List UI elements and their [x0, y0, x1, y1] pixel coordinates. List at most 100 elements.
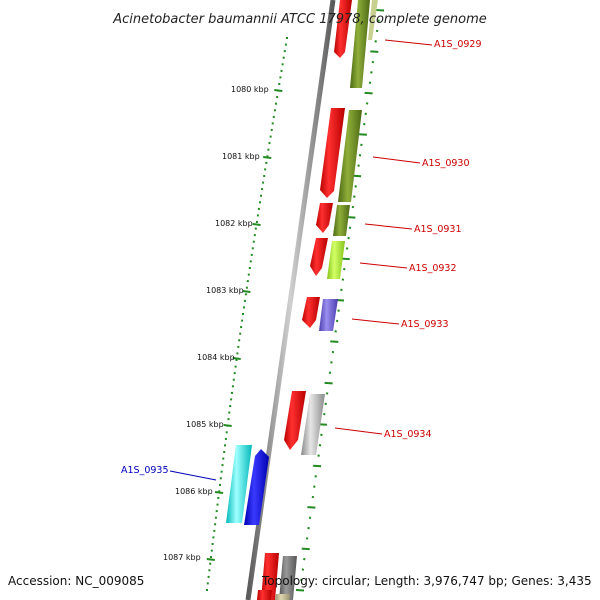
gene-label[interactable]: A1S_0931: [414, 224, 462, 235]
cds-arrow[interactable]: [257, 590, 272, 600]
outer-ring-dot: [325, 392, 329, 395]
outer-ring-dot: [328, 371, 332, 374]
label-leader: [359, 262, 408, 269]
outer-ring-dot: [364, 112, 367, 116]
outer-ring-dot: [323, 412, 326, 416]
outer-ring-dot: [358, 154, 362, 157]
outer-ring-dot: [301, 568, 305, 571]
accession-text: Accession: NC_009085: [8, 574, 145, 588]
tick-dot: [229, 405, 232, 407]
tick-dot: [271, 122, 274, 125]
cds-arrow[interactable]: [302, 297, 320, 328]
tick-dot: [206, 582, 209, 585]
gene-label[interactable]: A1S_0930: [422, 158, 470, 169]
tick-dot: [242, 313, 244, 315]
tick-label: 1083 kbp: [206, 286, 244, 295]
outer-ring-dot: [370, 50, 379, 53]
outer-ring-dot: [341, 278, 345, 281]
tick-dot: [268, 142, 271, 145]
tick-dot: [279, 76, 282, 79]
tick-dot: [282, 56, 285, 59]
cds-arrow[interactable]: [320, 108, 345, 198]
gene-a1s-0929[interactable]: A1S_0929: [334, 0, 482, 88]
outer-ring-dot: [305, 537, 309, 540]
cds-arrow[interactable]: [310, 238, 328, 276]
outer-ring-dot: [341, 257, 350, 261]
tick-dot: [224, 444, 226, 447]
outer-ring-dot: [317, 454, 320, 457]
label-leader: [351, 318, 400, 325]
outer-ring-dot: [364, 91, 373, 95]
outer-ring-dot: [331, 350, 335, 354]
cds-arrow[interactable]: [284, 391, 306, 450]
outer-ring-dot: [320, 433, 323, 437]
outer-ring-dot: [377, 19, 380, 22]
tick-dot: [270, 129, 273, 131]
gene-a1s-0930[interactable]: A1S_0930: [320, 108, 470, 202]
outer-ring-dot: [351, 205, 355, 209]
tick-dot: [236, 352, 239, 355]
cog-bar: [338, 110, 362, 202]
gene-label[interactable]: A1S_0935: [121, 465, 169, 476]
outer-ring-dot: [340, 288, 343, 292]
tick-dot: [212, 536, 215, 539]
outer-ring-dot: [371, 60, 375, 64]
gene-a1s-0935[interactable]: A1S_0935: [121, 445, 269, 525]
tick-mark: [206, 558, 215, 561]
gene-label[interactable]: A1S_0932: [409, 263, 457, 274]
tick-dot: [216, 503, 219, 506]
tick-dot: [214, 523, 217, 526]
tick-dot: [260, 194, 262, 197]
tick-dot: [230, 398, 233, 401]
outer-ring-dot: [335, 319, 339, 323]
tick-dot: [231, 391, 233, 394]
tick-dot: [232, 378, 235, 381]
outer-ring-dot: [307, 526, 310, 530]
tick-mark: [274, 89, 283, 92]
tick-dot: [213, 529, 216, 532]
tick-mark: [263, 156, 272, 159]
gene-label[interactable]: A1S_0933: [401, 319, 449, 330]
gene-a1s-0934[interactable]: A1S_0934: [284, 391, 432, 455]
tick-dot: [281, 63, 284, 66]
tick-dot: [233, 372, 236, 375]
tick-dot: [275, 102, 277, 105]
tick-dot: [256, 214, 259, 217]
tick-dot: [219, 477, 222, 480]
gene-label[interactable]: A1S_0934: [384, 429, 432, 440]
tick-dot: [267, 148, 270, 151]
cds-arrow[interactable]: [334, 0, 352, 58]
tick-dot: [253, 234, 256, 237]
tick-dot: [218, 490, 221, 493]
tick-dot: [251, 247, 254, 250]
tick-dot: [252, 240, 255, 243]
gene-partial-bottom[interactable]: [257, 553, 297, 600]
tick-dot: [227, 418, 230, 421]
cds-arrow[interactable]: [261, 553, 279, 600]
outer-ring-dot: [348, 226, 352, 229]
outer-ring-dot: [330, 361, 333, 364]
cog-bar: [275, 594, 290, 600]
tick-dot: [280, 69, 283, 72]
outer-ring-dot: [375, 29, 379, 33]
tick-dot: [269, 135, 272, 138]
tick-dot: [261, 188, 264, 191]
tick-dot: [266, 155, 269, 158]
tick-mark: [252, 223, 261, 226]
tick-dot: [225, 431, 228, 434]
tick-dot: [239, 332, 242, 335]
cds-arrow[interactable]: [316, 203, 333, 233]
tick-label: 1086 kbp: [175, 487, 213, 496]
outer-ring-dot: [345, 247, 349, 250]
gene-a1s-0931[interactable]: A1S_0931: [316, 203, 462, 236]
gene-a1s-0933[interactable]: A1S_0933: [302, 297, 449, 331]
gene-label[interactable]: A1S_0929: [434, 39, 482, 50]
outer-ring-dot: [307, 506, 316, 509]
tick-dot: [221, 464, 224, 467]
label-leader: [334, 427, 383, 435]
outer-ring: [295, 9, 385, 592]
gene-a1s-0932[interactable]: A1S_0932: [310, 238, 457, 279]
outer-ring-dot: [368, 81, 372, 84]
cds-arrow[interactable]: [244, 449, 269, 525]
